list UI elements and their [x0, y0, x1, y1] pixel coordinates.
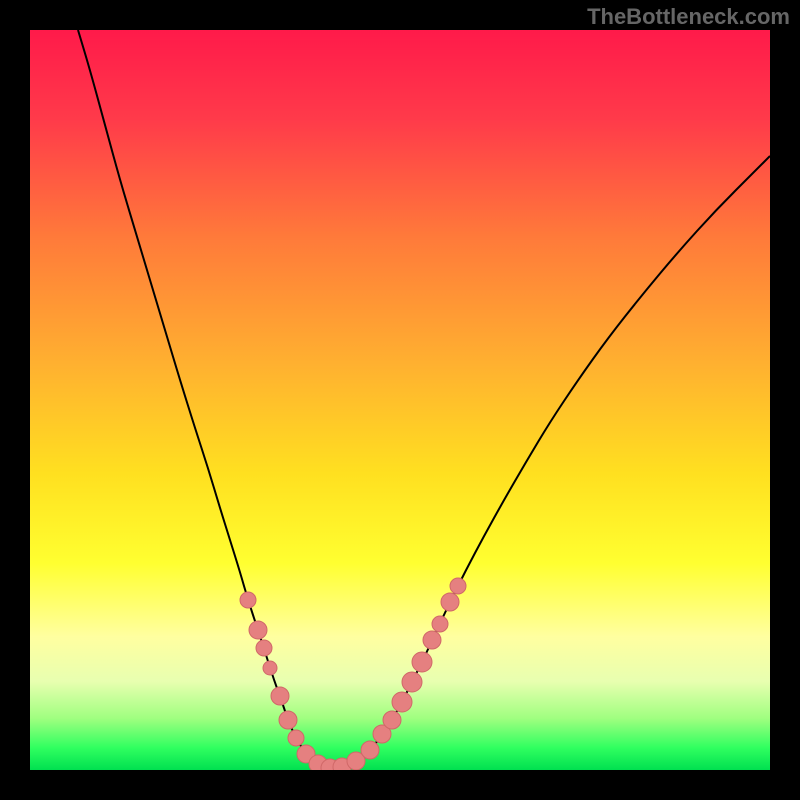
chart-background [30, 30, 770, 770]
data-marker [412, 652, 432, 672]
data-marker [392, 692, 412, 712]
data-marker [240, 592, 256, 608]
chart-svg [30, 30, 770, 770]
data-marker [263, 661, 277, 675]
data-marker [256, 640, 272, 656]
data-marker [450, 578, 466, 594]
data-marker [423, 631, 441, 649]
data-marker [361, 741, 379, 759]
data-marker [383, 711, 401, 729]
data-marker [249, 621, 267, 639]
data-marker [402, 672, 422, 692]
watermark-text: TheBottleneck.com [587, 4, 790, 30]
data-marker [441, 593, 459, 611]
data-marker [288, 730, 304, 746]
data-marker [279, 711, 297, 729]
data-marker [271, 687, 289, 705]
data-marker [432, 616, 448, 632]
chart-plot-area [30, 30, 770, 770]
